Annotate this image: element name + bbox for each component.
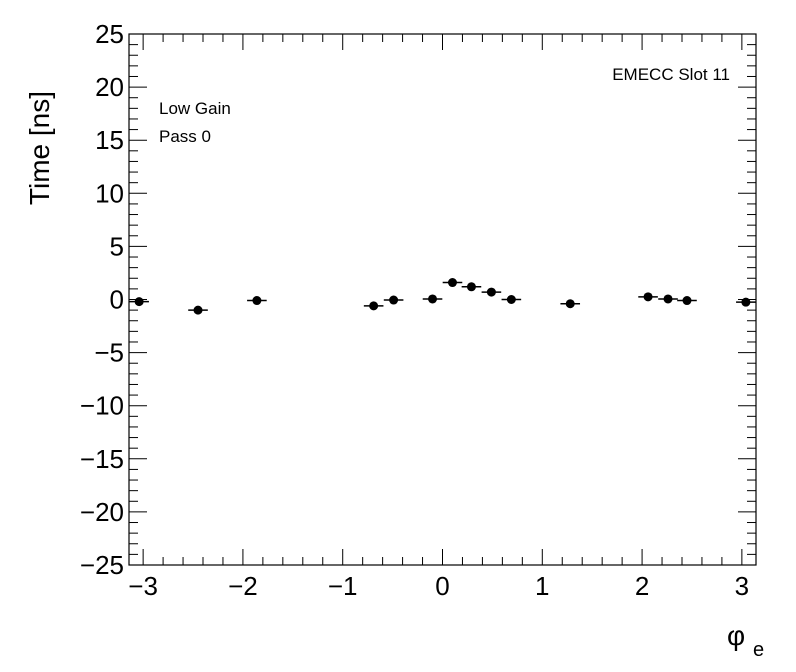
y-tick-label: 0 xyxy=(110,285,124,315)
slot-label: EMECC Slot 11 xyxy=(612,65,730,84)
x-tick-label: 0 xyxy=(435,571,449,601)
data-point xyxy=(682,296,692,306)
data-point xyxy=(663,294,673,304)
x-tick-label: −2 xyxy=(228,571,258,601)
y-tick-label: −25 xyxy=(80,550,124,580)
data-point xyxy=(252,296,262,306)
data-point xyxy=(565,299,575,309)
data-point xyxy=(428,294,438,304)
y-axis-title: Time [ns] xyxy=(24,91,55,205)
x-tick-label: −1 xyxy=(328,571,358,601)
y-tick-label: −15 xyxy=(80,444,124,474)
data-point xyxy=(466,282,476,292)
y-tick-label: −5 xyxy=(94,338,124,368)
y-tick-label: 15 xyxy=(95,125,124,155)
x-tick-label: 1 xyxy=(535,571,549,601)
data-point xyxy=(741,297,751,307)
x-tick-label: −3 xyxy=(128,571,158,601)
data-point xyxy=(369,301,379,311)
x-axis-title: φ e xyxy=(727,620,764,661)
x-axis-title-main: φ xyxy=(727,620,745,651)
axis-ticks xyxy=(129,33,756,566)
y-tick-label: 10 xyxy=(95,178,124,208)
data-point xyxy=(486,287,496,297)
data-point xyxy=(134,297,144,307)
data-points xyxy=(129,278,756,315)
data-point xyxy=(643,292,653,302)
data-point xyxy=(389,295,399,305)
y-tick-label: −10 xyxy=(80,391,124,421)
y-tick-label: 20 xyxy=(95,72,124,102)
data-point xyxy=(506,295,516,304)
x-tick-label: 2 xyxy=(635,571,649,601)
x-axis-title-subscript: e xyxy=(753,639,764,661)
pass-label: Pass 0 xyxy=(159,127,211,146)
x-tick-label: 3 xyxy=(735,571,749,601)
y-tick-label: 25 xyxy=(95,19,124,49)
y-tick-label: 5 xyxy=(110,231,124,261)
data-point xyxy=(447,278,457,288)
data-point xyxy=(193,305,203,315)
gain-label: Low Gain xyxy=(159,99,231,118)
y-tick-label: −20 xyxy=(80,497,124,527)
